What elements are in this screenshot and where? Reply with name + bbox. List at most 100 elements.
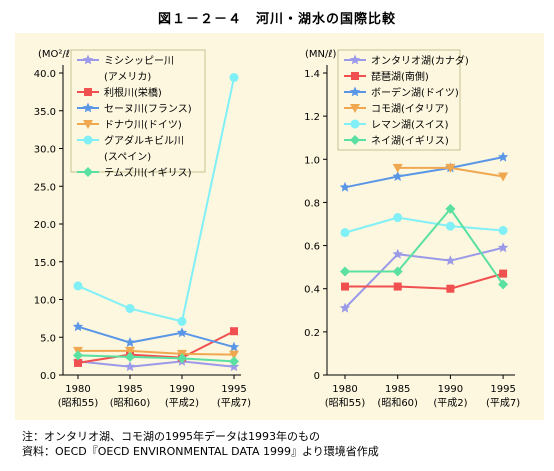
data-point (499, 269, 508, 278)
y-tick-label: 0.0 (40, 371, 56, 382)
y-tick-label: 0.2 (304, 328, 320, 339)
data-point (74, 358, 82, 367)
legend-item: ミシシッピー川 (アメリカ) (77, 54, 174, 83)
legend-item: 利根川(栄橋) (77, 86, 162, 99)
legend-label: ミシシッピー川 (104, 55, 174, 67)
data-point (229, 356, 239, 367)
legend-label: セーヌ川(フランス) (104, 103, 192, 115)
data-point (497, 151, 509, 162)
data-point (124, 337, 136, 347)
legend-label: レマン湖(スイス) (371, 119, 449, 131)
y-tick-label: 0.8 (304, 198, 320, 209)
data-point (445, 163, 456, 173)
series-line (77, 330, 235, 364)
series-2 (339, 151, 509, 192)
series-5 (73, 350, 239, 367)
data-point (176, 327, 188, 338)
series-line (345, 272, 504, 290)
legend-swatch-marker (84, 88, 92, 96)
legend: ミシシッピー川 (アメリカ) 利根川(栄橋) セーヌ川(フランス) ドナウ川(ドイツ) グ… (70, 49, 206, 179)
legend-swatch-marker (349, 86, 361, 97)
legend-item: レマン湖(スイス) (344, 119, 449, 131)
x-tick-label: 1985 (385, 384, 410, 395)
series-5 (340, 203, 509, 290)
data-point (125, 351, 135, 362)
y-tick-label: 15.0 (34, 258, 56, 269)
legend-swatch-marker (350, 104, 360, 113)
data-point (393, 282, 402, 291)
legend-swatch-marker (82, 102, 94, 113)
series-line (78, 349, 235, 356)
series-4 (73, 73, 239, 326)
legend-box (70, 49, 206, 173)
x-tick-label: 1980 (65, 384, 90, 395)
data-point (498, 225, 508, 235)
legend-swatch-marker (349, 54, 361, 65)
x-tick-sublabel: (平成2) (165, 397, 199, 409)
legend-swatch-marker (83, 167, 93, 177)
y-tick-label: 20.0 (34, 220, 56, 231)
data-point (445, 255, 456, 266)
legend-label: グアダルキビル川 (104, 134, 184, 147)
data-point (445, 221, 455, 231)
legend-item: コモ湖(イタリア) (344, 103, 449, 115)
legend-label-line2: (アメリカ) (104, 71, 151, 83)
data-point (498, 279, 509, 290)
legend-label: 琵琶湖(南側) (371, 70, 429, 83)
y-tick-label: 1.2 (304, 112, 320, 123)
series-2 (72, 321, 240, 352)
legend-swatch-marker (82, 54, 94, 65)
y-tick-label: 0.6 (304, 242, 320, 253)
y-axis-unit-label: (MO²/ℓ) (38, 49, 74, 60)
series-line (344, 156, 504, 189)
legend-swatch-marker (83, 120, 93, 129)
legend-swatch-marker (350, 135, 360, 145)
data-point (73, 350, 83, 361)
x-tick-sublabel: (昭和60) (110, 397, 151, 409)
legend-label: コモ湖(イタリア) (371, 103, 449, 115)
y-tick-label: 5.0 (40, 333, 56, 344)
x-tick-label: 1995 (221, 384, 246, 395)
series-line (77, 360, 235, 368)
data-point (341, 282, 349, 291)
x-tick-sublabel: (平成7) (486, 397, 520, 409)
data-point (392, 248, 403, 259)
y-tick-label: 10.0 (34, 296, 56, 307)
legend-item: ネイ湖(イギリス) (344, 135, 449, 147)
series-line (77, 354, 235, 363)
y-tick-label: 30.0 (34, 145, 56, 156)
y-tick-label: 1.0 (304, 155, 320, 166)
legend: オンタリオ湖(カナダ) 琵琶湖(南側) ボーデン湖(ドイツ) コモ湖(イタリア) レマン… (337, 49, 469, 151)
y-tick-label: 0 (314, 371, 320, 382)
source-note: 資料：OECD『OECD ENVIRONMENTAL DATA 1999』より環… (22, 445, 379, 458)
data-point (177, 353, 187, 364)
x-tick-label: 1985 (117, 384, 142, 395)
legend-item: ボーデン湖(ドイツ) (344, 86, 459, 99)
legend-label: ドナウ川(ドイツ) (104, 119, 182, 131)
data-point (177, 316, 187, 326)
x-tick-sublabel: (昭和60) (377, 397, 418, 409)
data-point (339, 302, 351, 313)
series-line (344, 246, 504, 309)
y-tick-label: 25.0 (34, 182, 56, 193)
series-0 (339, 242, 509, 313)
data-point (392, 163, 403, 173)
y-tick-label: 35.0 (34, 107, 56, 118)
series-line (77, 77, 235, 323)
x-tick-sublabel: (昭和55) (58, 397, 99, 409)
chart-lakes: (MN/ℓ) 0 0.2 0.4 0.6 0.8 1.0 1.2 1.4 1980 (昭和55) 19… (304, 49, 520, 409)
legend-label: オンタリオ湖(カナダ) (371, 54, 469, 67)
data-point (393, 213, 403, 223)
y-tick-label: 0.4 (304, 285, 320, 296)
data-point (72, 321, 84, 332)
data-point (124, 361, 136, 372)
series-line (77, 325, 235, 349)
legend-item: テムズ川(イギリス) (77, 166, 192, 179)
data-point (498, 172, 509, 182)
legend-swatch-marker (350, 119, 360, 129)
series-3 (392, 163, 509, 182)
legend-item: ドナウ川(ドイツ) (77, 119, 182, 131)
data-point (229, 73, 239, 83)
legend-box (337, 49, 461, 151)
figure-title: 図１－２－４ 河川・湖水の国際比較 (157, 12, 396, 27)
